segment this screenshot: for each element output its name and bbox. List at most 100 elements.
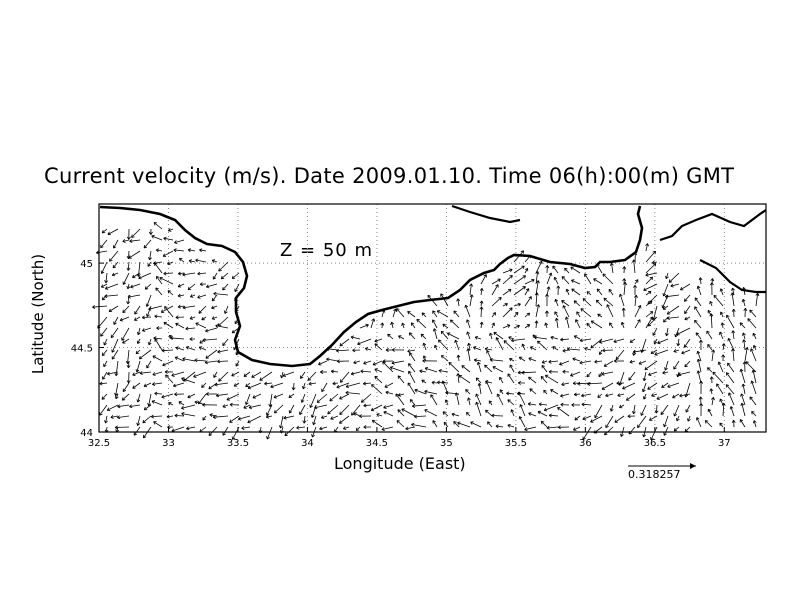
vector-arrowhead — [706, 330, 710, 334]
vector-arrowhead — [151, 400, 156, 404]
vector-arrow — [502, 275, 513, 285]
vector-arrow — [628, 426, 636, 435]
vector-arrowhead — [548, 272, 553, 276]
vector-arrowhead — [632, 352, 636, 356]
vector-arrow — [491, 297, 502, 307]
vector-arrowhead — [174, 392, 178, 397]
vector-arrowhead — [265, 414, 270, 419]
vector-arrowhead — [155, 287, 159, 291]
vector-arrowhead — [104, 280, 109, 284]
vector-arrowhead — [645, 272, 649, 277]
vector-arrowhead — [707, 367, 711, 371]
vector-arrowhead — [683, 344, 688, 348]
vector-arrowhead — [673, 427, 678, 432]
vector-arrow — [137, 338, 141, 344]
vector-arrowhead — [146, 313, 150, 317]
vector-arrow — [133, 426, 141, 436]
vector-arrow — [139, 349, 152, 360]
vector-arrowhead — [632, 349, 636, 354]
vector-arrow — [438, 339, 449, 351]
vector-arrow — [554, 311, 559, 318]
vector-arrowhead — [678, 372, 682, 377]
vector-arrowhead — [101, 296, 106, 301]
vector-arrowhead — [112, 245, 117, 249]
vector-arrowhead — [470, 421, 474, 425]
vector-arrowhead — [309, 404, 314, 408]
vector-arrowhead — [345, 384, 350, 389]
vector-arrowhead — [174, 413, 178, 418]
vector-arrowhead — [99, 381, 103, 386]
vector-arrow — [535, 271, 539, 285]
vector-arrow — [524, 312, 530, 318]
vector-arrow — [243, 371, 251, 377]
vector-arrow — [122, 272, 130, 285]
vector-arrowhead — [522, 275, 526, 279]
vector-arrow — [725, 384, 735, 395]
vector-arrow — [597, 313, 603, 318]
vector-arrow — [673, 349, 680, 352]
vector-arrowhead — [739, 322, 744, 326]
vector-arrow — [414, 389, 427, 395]
vector-arrow — [528, 412, 537, 417]
vector-arrowhead — [155, 248, 160, 253]
vector-arrowhead — [345, 390, 349, 395]
vector-arrow — [395, 393, 405, 406]
vector-arrowhead — [491, 413, 495, 418]
vector-arrowhead — [401, 408, 405, 412]
vector-arrowhead — [213, 374, 217, 378]
vector-arrowhead — [103, 342, 107, 346]
vector-arrow — [442, 411, 449, 417]
vector-arrowhead — [451, 412, 455, 417]
vector-arrowhead — [188, 259, 193, 264]
vector-arrow — [513, 325, 520, 329]
vector-arrowhead — [438, 339, 442, 343]
vector-arrow — [541, 365, 548, 373]
vector-arrow — [293, 382, 295, 391]
vector-arrow — [524, 426, 537, 431]
vector-arrow — [599, 349, 603, 355]
vector-arrowhead — [383, 411, 387, 415]
vector-arrow — [645, 290, 652, 296]
vector-arrowhead — [211, 297, 216, 302]
vector-arrowhead — [590, 419, 594, 423]
vector-arrow — [112, 272, 119, 276]
vector-arrow — [491, 278, 501, 285]
vector-arrowhead — [479, 288, 484, 292]
vector-arrowhead — [391, 361, 395, 365]
vector-arrowhead — [138, 275, 142, 280]
vector-arrow — [491, 322, 495, 329]
vector-arrowhead — [202, 402, 206, 407]
vector-arrowhead — [594, 414, 598, 419]
vector-arrowhead — [419, 369, 423, 374]
vector-arrow — [99, 404, 108, 416]
vector-arrowhead — [145, 303, 150, 307]
vector-arrow — [550, 336, 559, 340]
vector-arrow — [590, 415, 603, 423]
vector-arrow — [696, 417, 702, 428]
vector-arrow — [408, 370, 416, 384]
vector-arrow — [633, 404, 636, 414]
vector-arrowhead — [408, 363, 412, 367]
vector-arrowhead — [676, 417, 680, 422]
vector-arrowhead — [570, 266, 574, 270]
vector-arrowhead — [524, 267, 529, 272]
vector-arrow — [432, 420, 438, 428]
vector-arrow — [390, 366, 405, 373]
vector-arrowhead — [92, 305, 96, 309]
vector-arrowhead — [407, 382, 411, 386]
vector-arrowhead — [707, 408, 712, 413]
vector-arrowhead — [152, 372, 156, 376]
vector-arrowhead — [629, 339, 634, 343]
vector-arrowhead — [208, 385, 212, 390]
axis-ticks: 32.5 33 33.5 34 34.5 35 35.5 36 36.5 37 44 44.5 45 — [71, 259, 731, 449]
vector-arrowhead — [270, 384, 274, 389]
vector-arrowhead — [440, 355, 445, 359]
vector-arrow — [189, 260, 196, 263]
vector-arrowhead — [676, 342, 681, 347]
vector-arrowhead — [168, 334, 173, 339]
vector-arrowhead — [739, 368, 744, 373]
vector-arrowhead — [370, 407, 375, 412]
vector-arrow — [662, 305, 669, 310]
vector-arrowhead — [205, 328, 209, 333]
vector-arrow — [660, 404, 669, 415]
